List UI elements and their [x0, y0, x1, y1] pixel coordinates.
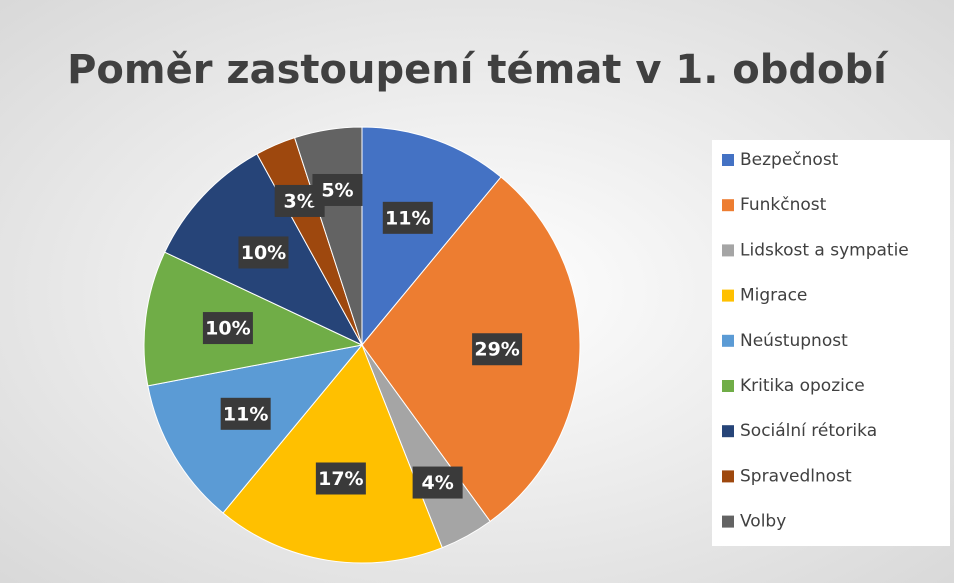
data-label-box: [472, 333, 523, 366]
chart-title: Poměr zastoupení témat v 1. období: [67, 47, 889, 93]
data-label-box: [412, 466, 463, 499]
legend-swatch: [722, 380, 734, 392]
legend-label: Kritika opozice: [740, 376, 865, 396]
legend-swatch: [722, 199, 734, 212]
data-label: 5%: [321, 179, 353, 201]
legend-swatch: [722, 425, 734, 438]
legend-box: [712, 140, 950, 546]
legend-label: Funkčnost: [740, 195, 827, 215]
legend-label: Neústupnost: [740, 331, 848, 351]
legend-label: Volby: [740, 512, 786, 532]
data-label: 10%: [205, 318, 250, 340]
data-label: 11%: [385, 207, 430, 229]
legend-label: Sociální rétorika: [740, 421, 877, 441]
data-label: 10%: [241, 242, 286, 264]
pie-slice: [361, 176, 581, 523]
legend-swatch: [722, 289, 734, 302]
legend-label: Lidskost a sympatie: [740, 240, 909, 260]
pie-slice: [222, 344, 443, 564]
data-label-box: [315, 462, 366, 495]
legend-label: Spravedlnost: [740, 466, 852, 486]
data-label-box: [220, 397, 271, 430]
data-label: 3%: [284, 190, 316, 212]
data-label: 4%: [421, 472, 453, 494]
pie-slice: [361, 126, 502, 347]
data-label-box: [382, 201, 433, 234]
legend-swatch: [722, 244, 734, 257]
data-label: 11%: [223, 403, 268, 425]
data-label: 17%: [318, 468, 363, 490]
data-label-box: [312, 173, 363, 206]
data-label: 29%: [474, 339, 519, 361]
legend-swatch: [722, 470, 734, 483]
legend-swatch: [722, 334, 734, 347]
legend-label: Bezpečnost: [740, 150, 839, 170]
legend-swatch: [722, 154, 734, 166]
data-label-box: [202, 312, 253, 345]
legend-swatch: [722, 515, 734, 528]
data-label-box: [238, 236, 289, 269]
legend-label: Migrace: [740, 286, 807, 306]
pie-slice: [143, 251, 364, 387]
